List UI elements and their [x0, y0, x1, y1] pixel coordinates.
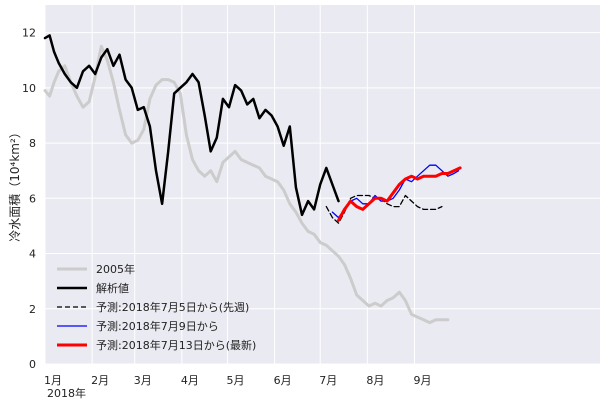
series-layer	[43, 34, 462, 325]
series-line	[43, 44, 450, 325]
y-tick-label: 0	[29, 358, 36, 371]
x-tick-label: 3月	[134, 374, 152, 387]
legend-entry: 解析値	[96, 281, 129, 295]
series-line	[331, 164, 460, 219]
legend-entry: 予測:2018年7月5日から(先週)	[96, 300, 249, 314]
x-tick-label: 5月	[226, 374, 244, 387]
x-tick-label: 6月	[274, 374, 292, 387]
series-line	[43, 34, 340, 217]
x-tick-label: 1月	[44, 374, 62, 387]
x-tick-label: 9月	[413, 374, 431, 387]
legend-entry: 予測:2018年7月9日から	[96, 319, 219, 333]
y-tick-label: 2	[29, 303, 36, 316]
x-tick-label: 7月	[319, 374, 337, 387]
y-tick-label: 8	[29, 137, 36, 150]
x-tick-label: 8月	[366, 374, 384, 387]
x-tick-label: 4月	[181, 374, 199, 387]
y-tick-label: 12	[22, 27, 36, 40]
y-ticks: 0 2 4 6 8 10 12	[22, 27, 36, 371]
y-axis-label: 冷水面積（10⁴km²）	[7, 126, 22, 242]
legend-entry: 2005年	[96, 262, 135, 276]
legend-entry: 予測:2018年7月13日から(最新)	[96, 338, 256, 352]
x-sub-label: 2018年	[47, 386, 86, 400]
series-line	[337, 166, 462, 222]
y-tick-label: 10	[22, 82, 36, 95]
y-tick-label: 6	[29, 192, 36, 205]
x-ticks: 1月 2月 3月 4月 5月 6月 7月 8月 9月	[44, 374, 431, 387]
y-tick-label: 4	[29, 248, 36, 261]
x-tick-label: 2月	[91, 374, 109, 387]
plot-background	[45, 5, 600, 364]
grid	[44, 5, 600, 365]
